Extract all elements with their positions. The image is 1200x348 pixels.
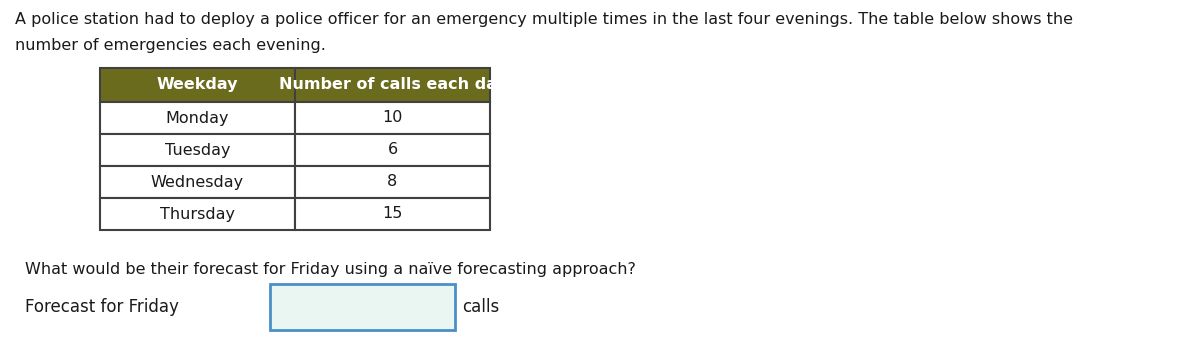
Bar [100, 198, 295, 230]
Text: 15: 15 [383, 206, 403, 221]
Bar [100, 166, 295, 198]
Text: number of emergencies each evening.: number of emergencies each evening. [14, 38, 326, 53]
Text: 10: 10 [383, 111, 403, 126]
Bar [295, 134, 490, 166]
Text: 6: 6 [388, 142, 397, 158]
Text: What would be their forecast for Friday using a naïve forecasting approach?: What would be their forecast for Friday … [25, 262, 636, 277]
Bar [295, 166, 490, 198]
Bar [100, 134, 295, 166]
Bar [295, 198, 490, 230]
Text: Forecast for Friday: Forecast for Friday [25, 298, 179, 316]
Text: Wednesday: Wednesday [151, 174, 244, 190]
Bar [100, 68, 295, 102]
Bar [295, 102, 490, 134]
Text: Monday: Monday [166, 111, 229, 126]
Bar [100, 102, 295, 134]
Text: Thursday: Thursday [160, 206, 235, 221]
Bar [295, 68, 490, 102]
Text: Number of calls each day: Number of calls each day [278, 78, 506, 93]
Text: Weekday: Weekday [157, 78, 239, 93]
Text: calls: calls [462, 298, 499, 316]
Text: A police station had to deploy a police officer for an emergency multiple times : A police station had to deploy a police … [14, 12, 1073, 27]
Text: Tuesday: Tuesday [164, 142, 230, 158]
Text: 8: 8 [388, 174, 397, 190]
Bar [270, 284, 455, 330]
